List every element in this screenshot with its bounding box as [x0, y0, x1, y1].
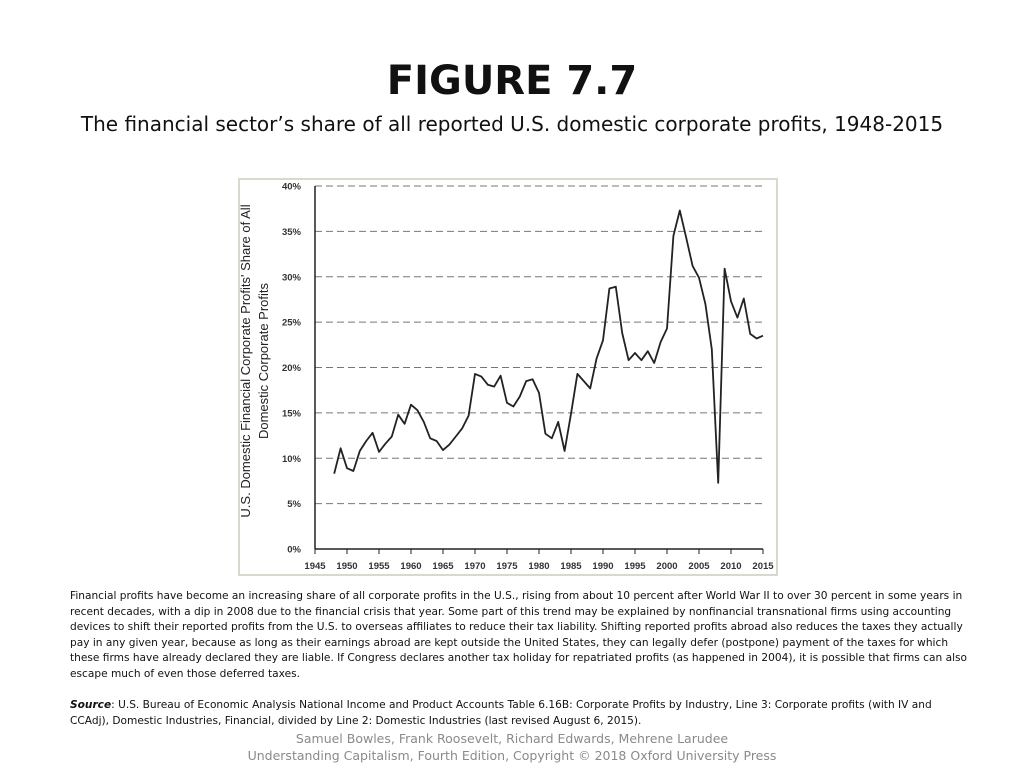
x-tick-label: 1945 [304, 561, 326, 572]
x-tick-label: 1990 [592, 561, 613, 572]
x-tick-label: 1965 [432, 561, 454, 572]
figure-title: FIGURE 7.7 [386, 58, 638, 104]
x-tick-label: 1980 [528, 561, 549, 572]
chart: 0% 5% 10% 15% 20% 25% 30% 35% 40% 1945 1950 1955 19… [238, 178, 778, 576]
y-tick-label: 15% [282, 408, 302, 419]
source-text: : U.S. Bureau of Economic Analysis Natio… [70, 699, 932, 727]
figure-source: Source: U.S. Bureau of Economic Analysis… [70, 698, 970, 729]
x-tick-label: 1960 [400, 561, 421, 572]
line-chart-svg: 0%5%10%15%20%25%30%35%40% 1945 1950 1955 19… [238, 178, 778, 576]
y-tick-label: 25% [282, 318, 302, 329]
y-tick-labels: 0% 5% 10% 15% 20% 25% 30% 35% 40% [282, 182, 302, 556]
y-tick-label: 40% [282, 182, 302, 193]
x-tick-label: 2010 [720, 561, 741, 572]
y-axis-label-line-2: Domestic Corporate Profits [256, 282, 271, 439]
x-tick-label: 2015 [752, 561, 774, 572]
y-tick-label: 30% [282, 272, 302, 283]
x-tick-label: 1950 [336, 561, 357, 572]
figure-subtitle: The financial sector’s share of all repo… [80, 112, 944, 136]
y-tick-label: 5% [287, 499, 301, 510]
x-tick-label: 1955 [368, 561, 390, 572]
x-tick-label: 2000 [656, 561, 677, 572]
y-tick-label: 0% [287, 545, 301, 556]
footer-authors: Samuel Bowles, Frank Roosevelt, Richard … [295, 731, 729, 746]
y-tick-label: 10% [282, 454, 302, 465]
y-axis-label-line-1: U.S. Domestic Financial Corporate Profit… [238, 204, 253, 517]
gridlines [315, 185, 763, 505]
source-label: Source [70, 699, 112, 711]
footer-book: Understanding Capitalism, Fourth Edition… [247, 748, 777, 763]
x-tick-label: 1995 [624, 561, 646, 572]
x-tick-labels: 1945 1950 1955 1960 1965 1970 1975 1980 1985 1990… [304, 561, 774, 572]
y-tick-label: 35% [282, 227, 302, 238]
x-tick-label: 2005 [688, 561, 710, 572]
x-tick-label: 1985 [560, 561, 582, 572]
axes [314, 186, 764, 554]
y-tick-label: 20% [282, 363, 302, 374]
x-tick-label: 1970 [464, 561, 485, 572]
figure-description: Financial profits have become an increas… [70, 590, 968, 680]
chart-frame [238, 178, 778, 576]
series-line [333, 209, 764, 484]
x-tick-label: 1975 [496, 561, 518, 572]
